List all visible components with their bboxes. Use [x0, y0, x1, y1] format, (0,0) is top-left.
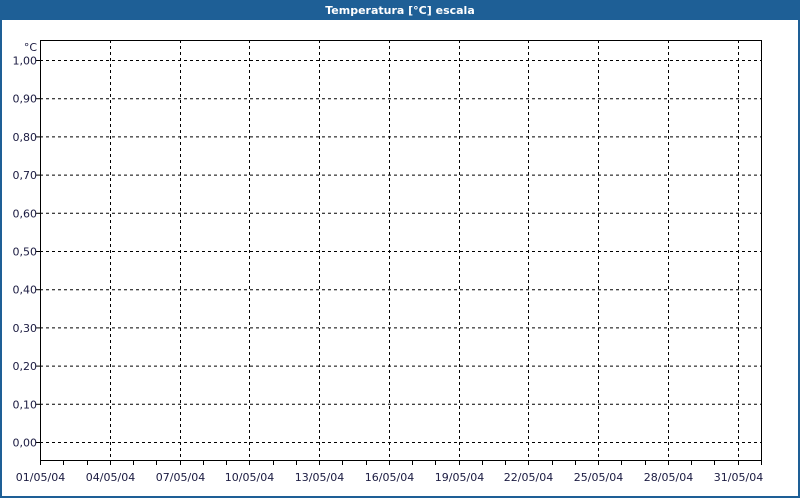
y-tick-label: 0,90 [13, 93, 38, 106]
x-tick-label: 01/05/04 [16, 471, 65, 484]
y-tick-label: 0,80 [13, 131, 38, 144]
plot-area-frame [40, 40, 762, 461]
x-tick-label: 13/05/04 [295, 471, 344, 484]
y-tick-label: 0,50 [13, 246, 38, 259]
window-title: Temperatura [°C] escala [0, 0, 800, 20]
x-tick-label: 28/05/04 [644, 471, 693, 484]
x-tick-label: 16/05/04 [365, 471, 414, 484]
x-tick-label: 07/05/04 [156, 471, 205, 484]
x-tick-label: 19/05/04 [435, 471, 484, 484]
y-tick-label: 0,70 [13, 169, 38, 182]
x-tick-label: 04/05/04 [86, 471, 135, 484]
y-tick-label: 1,00 [13, 55, 38, 68]
y-tick-label: 0,20 [13, 360, 38, 373]
x-tick-label: 25/05/04 [574, 471, 623, 484]
y-tick-label: 0,30 [13, 322, 38, 335]
y-tick-label: 0,60 [13, 207, 38, 220]
y-tick-label: 0,40 [13, 284, 38, 297]
y-axis-label: °C [24, 41, 38, 54]
x-tick-label: 31/05/04 [714, 471, 763, 484]
x-tick-label: 22/05/04 [504, 471, 553, 484]
x-tick-label: 10/05/04 [225, 471, 274, 484]
y-tick-label: 0,00 [13, 437, 38, 450]
y-tick-label: 0,10 [13, 398, 38, 411]
